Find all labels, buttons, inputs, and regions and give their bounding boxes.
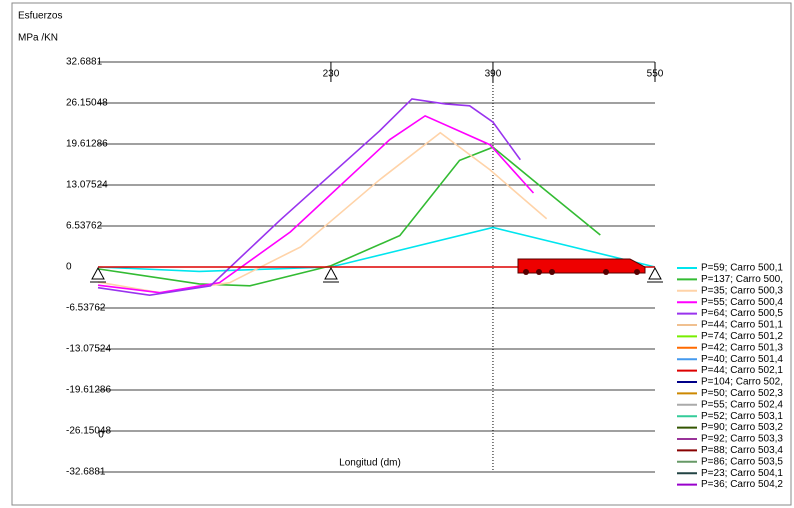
y-tick-label: 32.6881 [66,57,103,68]
legend-label: P=88; Carro 503,4 [701,445,783,456]
legend-label: P=50; Carro 502,3 [701,388,783,399]
legend-label: P=35; Carro 500,3 [701,285,783,296]
legend-label: P=23; Carro 504,1 [701,468,783,479]
y-tick-label: -26.15048 [66,426,111,437]
x-axis-label: Longitud (dm) [339,458,401,469]
x-tick-label: 0 [98,430,104,441]
y-tick-label: -19.61286 [66,385,111,396]
y-axis-label: MPa /KN [18,33,58,44]
legend-label: P=86; Carro 503,5 [701,456,783,467]
legend-label: P=55; Carro 502,4 [701,399,783,410]
legend-label: P=74; Carro 501,2 [701,331,783,342]
legend-label: P=36; Carro 504,2 [701,479,783,490]
y-tick-label: -13.07524 [66,344,111,355]
legend-label: P=64; Carro 500,5 [701,308,783,319]
chart: Esfuerzos MPa /KN Longitud (dm) 32.6881 2… [0,0,794,508]
legend-label: P=92; Carro 503,3 [701,434,783,445]
legend-label: P=42; Carro 501,3 [701,342,783,353]
legend-label: P=44; Carro 501,1 [701,320,783,331]
legend-label: P=104; Carro 502, [701,377,783,388]
y-tick-label: 6.53762 [66,221,103,232]
legend-label: P=52; Carro 503,1 [701,411,783,422]
legend-label: P=59; Carro 500,1 [701,263,783,274]
x-tick-label: 230 [323,69,340,80]
chart-title: Esfuerzos [18,11,62,22]
y-tick-label: 0 [66,262,72,273]
y-tick-label: 19.61286 [66,139,108,150]
y-tick-label: -6.53762 [66,303,106,314]
truck-icon [518,259,645,275]
chart-frame [12,3,791,505]
legend-label: P=137; Carro 500, [701,274,783,285]
legend-label: P=44; Carro 502,1 [701,365,783,376]
legend-label: P=90; Carro 503,2 [701,422,783,433]
x-tick-label: 550 [647,69,664,80]
legend-label: P=40; Carro 501,4 [701,354,783,365]
y-tick-label: -32.6881 [66,467,106,478]
y-tick-label: 13.07524 [66,180,108,191]
x-tick-label: 390 [485,69,502,80]
legend-label: P=55; Carro 500,4 [701,297,783,308]
y-tick-label: 26.15048 [66,98,108,109]
